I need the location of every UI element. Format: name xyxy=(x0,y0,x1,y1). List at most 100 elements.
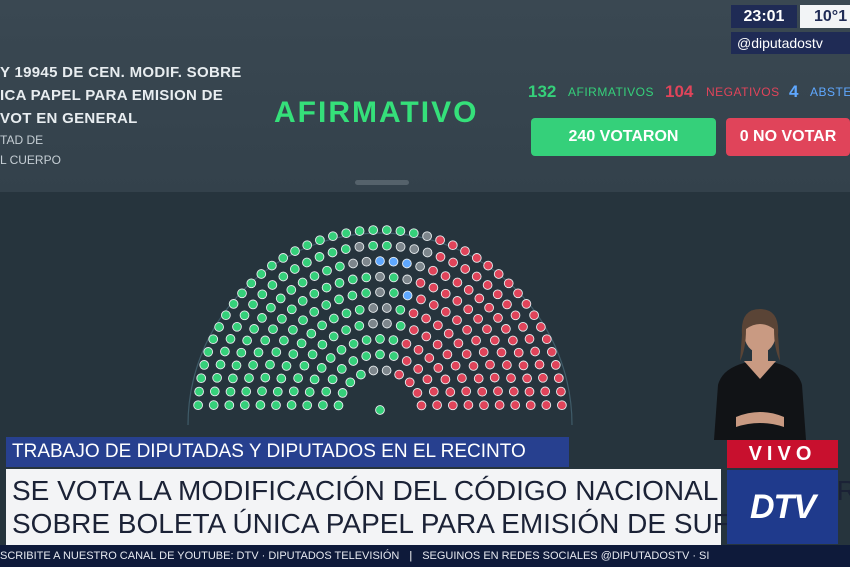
seat-afirmativo xyxy=(196,373,207,384)
seat-afirmativo xyxy=(381,225,392,235)
seat-afirmativo xyxy=(225,334,236,344)
seat-negativo xyxy=(546,347,557,357)
seat-afirmativo xyxy=(298,315,308,326)
seat-negativo xyxy=(421,331,432,342)
seat-negativo xyxy=(463,400,474,410)
seat-afirmativo xyxy=(199,360,210,370)
seat-abstencion xyxy=(402,258,412,269)
seat-afirmativo xyxy=(361,335,372,345)
seat-afirmativo xyxy=(321,282,332,293)
live-badge: VIVO xyxy=(727,440,838,468)
seat-ausente xyxy=(381,365,392,376)
seat-negativo xyxy=(483,260,493,271)
panel-drag-handle[interactable] xyxy=(355,180,409,185)
seat-negativo xyxy=(482,280,493,290)
seat-afirmativo xyxy=(212,372,222,383)
seat-negativo xyxy=(428,265,438,276)
votaron-button[interactable]: 240 VOTARON xyxy=(531,118,716,156)
seat-negativo xyxy=(540,386,551,397)
seat-negativo xyxy=(435,235,445,246)
seat-ausente xyxy=(381,303,392,313)
seat-negativo xyxy=(445,387,456,397)
seat-negativo xyxy=(474,293,485,304)
seat-ausente xyxy=(354,241,365,252)
seat-negativo xyxy=(524,334,535,344)
seat-afirmativo xyxy=(297,296,308,306)
seat-afirmativo xyxy=(271,347,282,357)
seat-afirmativo xyxy=(299,360,310,371)
seat-afirmativo xyxy=(236,347,247,358)
seat-negativo xyxy=(453,338,464,349)
news-ticker: SCRIBITE A NUESTRO CANAL DE YOUTUBE: DTV… xyxy=(0,545,850,567)
seat-afirmativo xyxy=(214,322,224,332)
seat-afirmativo xyxy=(288,386,299,397)
seat-afirmativo xyxy=(256,269,267,279)
seat-afirmativo xyxy=(354,320,365,331)
seat-afirmativo xyxy=(286,304,297,315)
seat-negativo xyxy=(435,252,446,262)
seat-afirmativo xyxy=(336,344,347,355)
seat-afirmativo xyxy=(341,228,352,239)
seat-negativo xyxy=(432,400,442,410)
seat-negativo xyxy=(510,400,521,410)
seat-negativo xyxy=(471,335,481,346)
seat-negativo xyxy=(541,334,552,345)
abstenciones-label: ABSTE xyxy=(810,85,850,99)
seat-ausente xyxy=(422,247,433,258)
seat-ausente xyxy=(361,256,372,267)
seat-afirmativo xyxy=(231,360,242,371)
seat-afirmativo xyxy=(375,334,385,344)
seat-ausente xyxy=(375,287,385,298)
seat-negativo xyxy=(452,277,463,288)
seat-negativo xyxy=(550,360,561,370)
seat-afirmativo xyxy=(317,320,327,331)
seat-afirmativo xyxy=(345,377,356,388)
headline-line-2: SOBRE BOLETA ÚNICA PAPEL PARA EMISIÓN DE… xyxy=(12,508,821,539)
no-votaron-button[interactable]: 0 NO VOTAR xyxy=(726,118,850,156)
seat-afirmativo xyxy=(314,252,325,262)
seat-afirmativo xyxy=(277,313,287,324)
seat-afirmativo xyxy=(336,364,347,374)
seat-afirmativo xyxy=(278,253,289,263)
seat-negativo xyxy=(413,344,424,355)
seat-afirmativo xyxy=(304,387,315,397)
seat-afirmativo xyxy=(208,400,219,410)
seat-negativo xyxy=(525,400,536,411)
seat-negativo xyxy=(412,388,423,398)
seat-negativo xyxy=(428,386,439,397)
seat-afirmativo xyxy=(293,373,303,383)
seat-negativo xyxy=(493,313,503,323)
seat-negativo xyxy=(452,315,462,326)
sign-language-interpreter xyxy=(714,309,806,440)
seat-abstencion xyxy=(402,290,413,301)
seat-afirmativo xyxy=(276,373,287,384)
ticker-left: SCRIBITE A NUESTRO CANAL DE YOUTUBE: DTV… xyxy=(0,550,400,562)
seat-afirmativo xyxy=(232,321,242,332)
negativos-count: 104 xyxy=(665,82,694,101)
ticker-separator: | xyxy=(409,550,413,562)
seat-afirmativo xyxy=(334,278,345,288)
clock: 23:01 xyxy=(731,5,797,28)
seat-afirmativo xyxy=(221,310,231,321)
seat-negativo xyxy=(452,296,463,306)
seat-negativo xyxy=(448,257,458,268)
headline-box: SE VOTA LA MODIFICACIÓN DEL CÓDIGO NACIO… xyxy=(6,469,850,545)
seat-negativo xyxy=(489,335,500,346)
channel-logo: DTV xyxy=(727,470,838,544)
seat-negativo xyxy=(501,324,511,334)
seat-afirmativo xyxy=(296,338,307,349)
seat-afirmativo xyxy=(309,374,320,385)
seat-afirmativo xyxy=(255,400,266,410)
seat-negativo xyxy=(408,308,419,319)
seat-negativo xyxy=(489,372,500,383)
seat-afirmativo xyxy=(267,280,278,290)
seat-afirmativo xyxy=(388,335,399,345)
seat-negativo xyxy=(529,310,539,321)
seat-afirmativo xyxy=(361,272,372,283)
seat-afirmativo xyxy=(239,400,250,410)
vote-summary-panel: Y 19945 DE CEN. MODIF. SOBRE ICA PAPEL P… xyxy=(0,0,850,192)
seat-afirmativo xyxy=(286,400,297,410)
seat-negativo xyxy=(496,347,507,358)
seat-negativo xyxy=(522,373,532,384)
seat-negativo xyxy=(482,324,492,335)
